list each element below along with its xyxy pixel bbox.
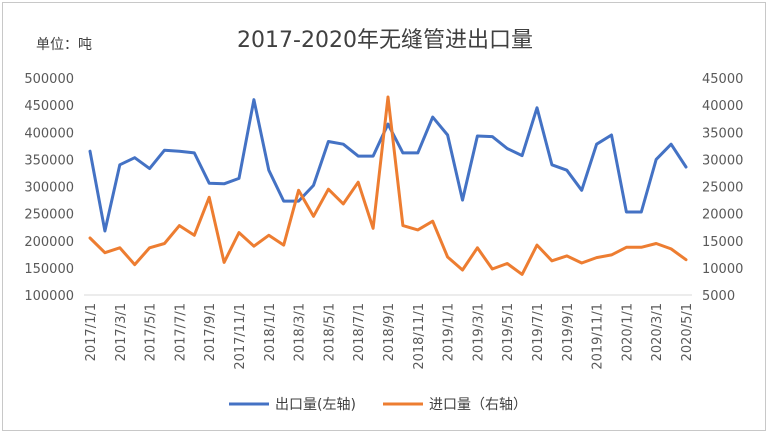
left-axis-tick-label: 350000 <box>24 153 74 168</box>
right-axis-tick-label: 45000 <box>702 72 743 87</box>
legend-label: 进口量（右轴） <box>429 397 527 413</box>
x-axis-tick-label: 2020/1/1 <box>620 303 635 361</box>
chart-frame <box>2 2 766 431</box>
x-axis-tick-label: 2017/1/1 <box>84 303 99 361</box>
x-axis: 2017/1/1 2017/3/1 2017/5/1 2017/7/1 2017/9/1… <box>84 303 695 370</box>
series-lines <box>88 95 688 276</box>
left-axis-tick-label: 250000 <box>24 208 74 223</box>
x-axis-tick-label: 2019/7/1 <box>531 303 546 361</box>
x-axis-tick-label: 2018/7/1 <box>352 303 367 361</box>
x-axis-tick-label: 2017/5/1 <box>144 303 159 361</box>
x-axis-tick-label: 2019/11/1 <box>591 303 606 370</box>
left-axis-tick-label: 200000 <box>24 235 74 250</box>
x-axis-tick-label: 2017/11/1 <box>233 303 248 370</box>
x-axis-tick-label: 2017/9/1 <box>203 303 218 361</box>
export-series-line <box>88 98 688 233</box>
legend: 出口量(左轴) 进口量（右轴） <box>229 397 527 413</box>
x-axis-tick-label: 2018/9/1 <box>382 303 397 361</box>
right-axis: 45000 40000 35000 30000 25000 20000 15000 10000… <box>702 72 743 304</box>
unit-label: 单位：吨 <box>36 37 92 53</box>
right-axis-tick-label: 30000 <box>702 153 743 168</box>
x-axis-tick-label: 2020/3/1 <box>650 303 665 361</box>
chart-title: 2017-2020年无缝管进出口量 <box>237 28 533 53</box>
x-axis-tick-label: 2019/9/1 <box>561 303 576 361</box>
left-axis-tick-label: 450000 <box>24 99 74 114</box>
x-axis-tick-label: 2018/3/1 <box>293 303 308 361</box>
left-axis-tick-label: 150000 <box>24 262 74 277</box>
left-axis-tick-label: 500000 <box>24 72 74 87</box>
right-axis-tick-label: 10000 <box>702 262 743 277</box>
left-axis-tick-label: 300000 <box>24 181 74 196</box>
x-axis-tick-label: 2018/1/1 <box>263 303 278 361</box>
x-axis-tick-label: 2019/1/1 <box>442 303 457 361</box>
right-axis-tick-label: 25000 <box>702 181 743 196</box>
left-axis-tick-label: 400000 <box>24 126 74 141</box>
x-axis-tick-label: 2017/7/1 <box>173 303 188 361</box>
left-axis-tick-label: 100000 <box>24 289 74 304</box>
x-axis-tick-label: 2018/11/1 <box>412 303 427 370</box>
import-series-line <box>88 95 688 276</box>
x-axis-tick-label: 2017/3/1 <box>114 303 129 361</box>
right-axis-tick-label: 20000 <box>702 208 743 223</box>
right-axis-tick-label: 15000 <box>702 235 743 250</box>
left-axis: 500000 450000 400000 350000 300000 250000 2000… <box>24 72 74 304</box>
legend-label: 出口量(左轴) <box>275 397 356 413</box>
x-axis-tick-label: 2019/3/1 <box>471 303 486 361</box>
x-axis-tick-label: 2020/5/1 <box>680 303 695 361</box>
right-axis-tick-label: 35000 <box>702 126 743 141</box>
right-axis-tick-label: 5000 <box>702 289 735 304</box>
x-axis-tick-label: 2019/5/1 <box>501 303 516 361</box>
right-axis-tick-label: 40000 <box>702 99 743 114</box>
x-axis-tick-label: 2018/5/1 <box>322 303 337 361</box>
